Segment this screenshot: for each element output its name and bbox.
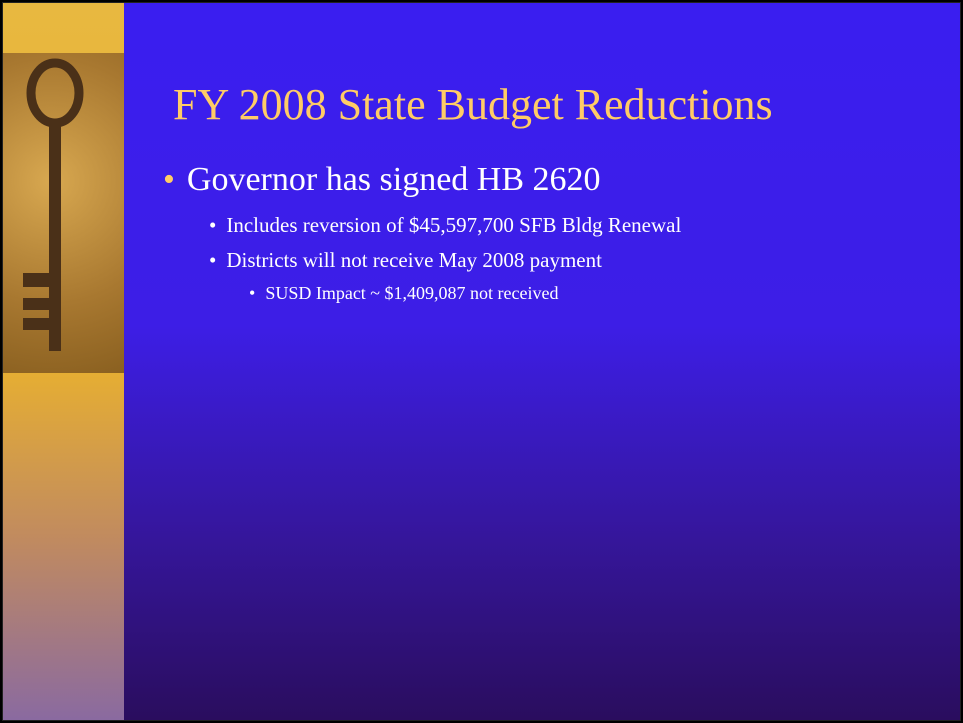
key-photo — [3, 53, 124, 373]
side-strip — [3, 3, 124, 720]
bullet-text: Districts will not receive May 2008 paym… — [226, 248, 602, 272]
sub-bullet: • Districts will not receive May 2008 pay… — [209, 248, 602, 272]
sub-sub-bullet: • SUSD Impact ~ $1,409,087 not received — [249, 283, 559, 303]
bullet-text: Includes reversion of $45,597,700 SFB Bl… — [226, 213, 682, 237]
bullet-text: SUSD Impact ~ $1,409,087 not received — [265, 283, 559, 303]
bullet-text: Governor has signed HB 2620 — [186, 161, 601, 198]
key-icon — [23, 58, 84, 351]
bullet: • Governor has signed HB 2620 — [163, 161, 601, 198]
sub-bullet: • Includes reversion of $45,597,700 SFB B… — [209, 213, 682, 237]
slide-title: FY 2008 State Budget Reductions — [173, 80, 773, 129]
